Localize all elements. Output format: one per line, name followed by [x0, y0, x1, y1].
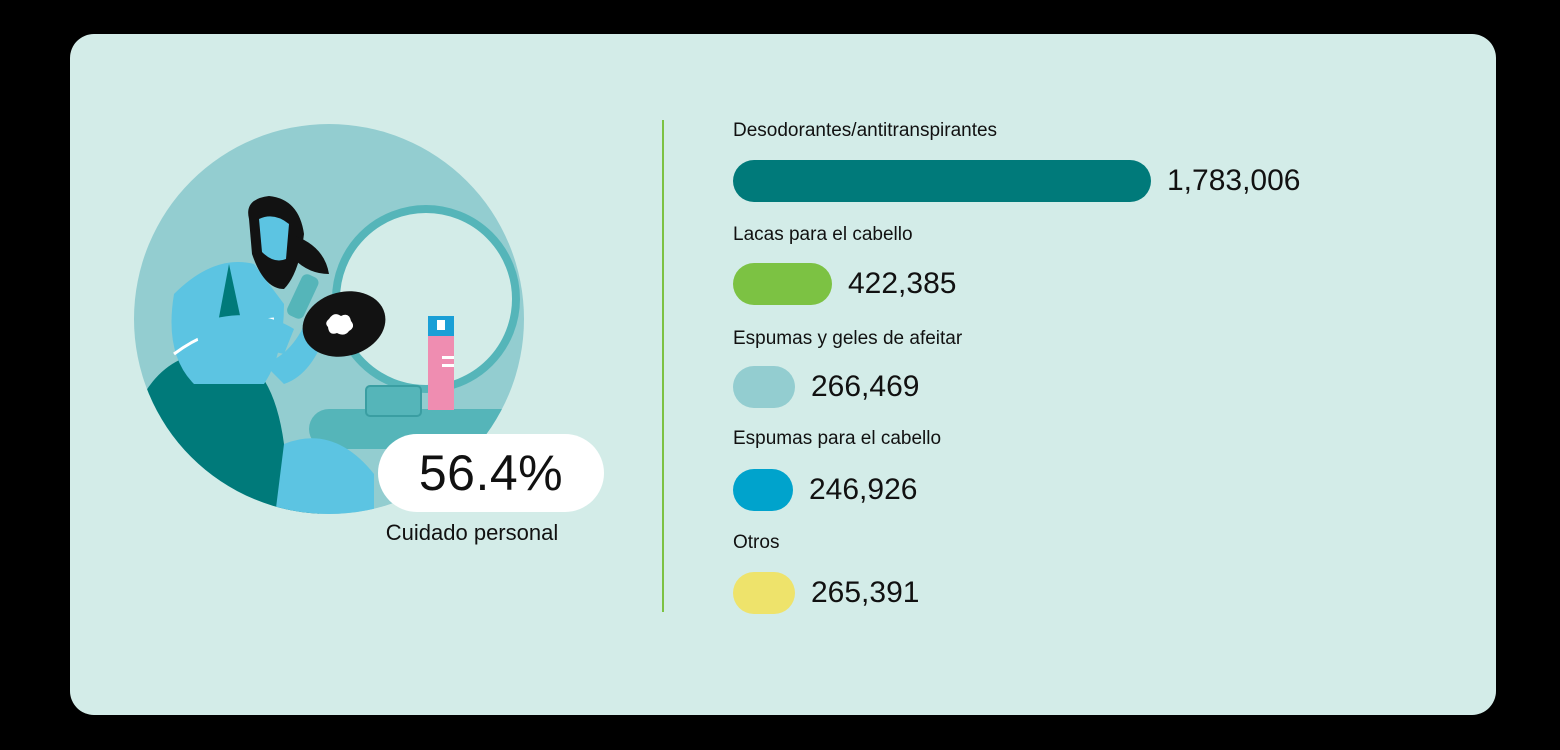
cream-jar: [365, 385, 422, 417]
bar-label: Desodorantes/antitranspirantes: [733, 120, 998, 141]
divider-line: [662, 120, 664, 612]
spray-can: [428, 334, 454, 410]
personal-care-illustration: [134, 124, 524, 514]
bar: [733, 469, 793, 511]
bar: [733, 572, 795, 614]
bar-value-label: 1,783,006: [1167, 164, 1301, 197]
bar-label: Lacas para el cabello: [733, 224, 913, 245]
bar: [733, 160, 1151, 202]
bar-label: Espumas y geles de afeitar: [733, 328, 963, 349]
highlight-caption: Cuidado personal: [385, 520, 559, 545]
bar-value-label: 265,391: [811, 576, 920, 609]
bar: [733, 366, 795, 408]
highlight-percent-badge: 56.4%: [378, 434, 604, 512]
bar-label: Otros: [733, 532, 780, 553]
bar-value-label: 422,385: [848, 267, 957, 300]
bar-value-label: 246,926: [809, 473, 918, 506]
bar-label: Espumas para el cabello: [733, 428, 942, 449]
bar-value-label: 266,469: [811, 370, 920, 403]
highlight-percent: 56.4%: [418, 445, 564, 501]
bar: [733, 263, 832, 305]
